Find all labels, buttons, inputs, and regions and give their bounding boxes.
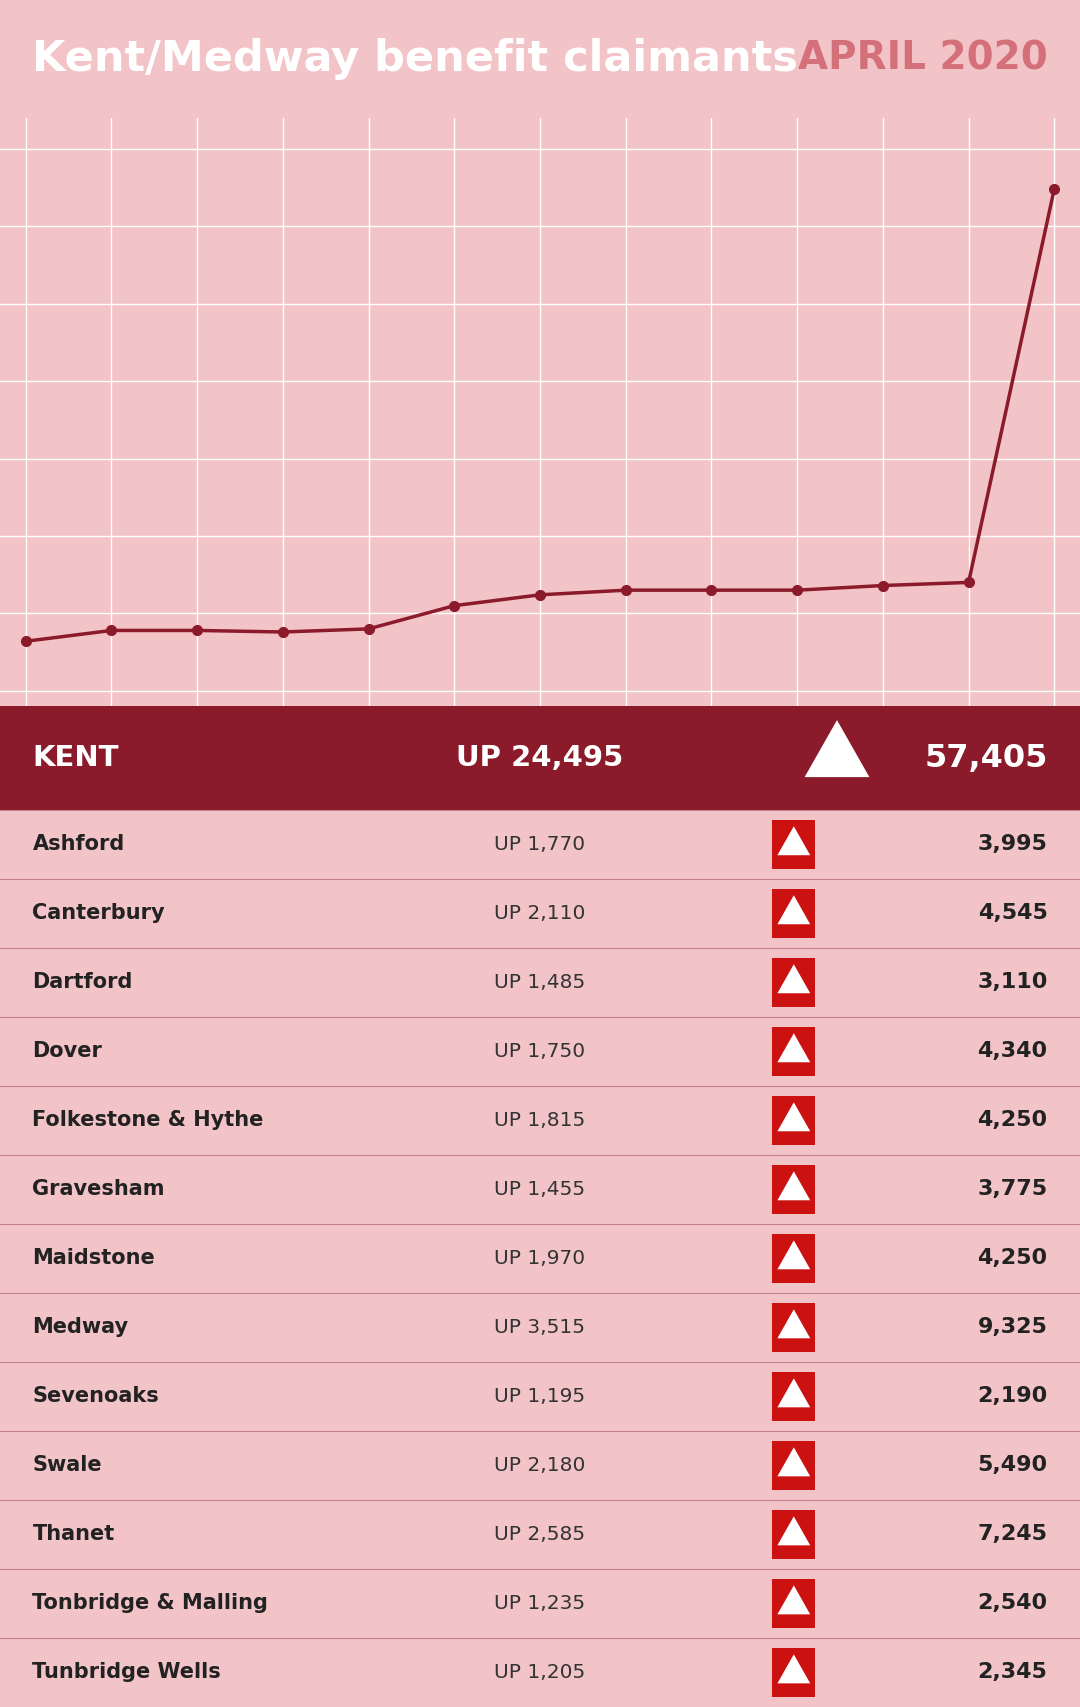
Text: UP 1,485: UP 1,485	[495, 973, 585, 992]
Bar	[772, 1649, 815, 1697]
Bar	[772, 1096, 815, 1145]
Text: Tonbridge & Malling: Tonbridge & Malling	[32, 1593, 268, 1613]
Text: 9,325: 9,325	[977, 1318, 1048, 1338]
Text: UP 1,195: UP 1,195	[495, 1388, 585, 1407]
Polygon shape	[778, 1516, 810, 1545]
Text: UP 24,495: UP 24,495	[457, 744, 623, 772]
Text: UP 1,970: UP 1,970	[495, 1250, 585, 1268]
Bar	[772, 1234, 815, 1282]
Polygon shape	[778, 964, 810, 993]
Bar	[772, 958, 815, 1007]
Text: UP 1,235: UP 1,235	[495, 1594, 585, 1613]
Text: KENT: KENT	[32, 744, 119, 772]
Text: Dartford: Dartford	[32, 973, 133, 992]
Polygon shape	[778, 1241, 810, 1270]
Text: 2,540: 2,540	[977, 1593, 1048, 1613]
Text: UP 1,205: UP 1,205	[495, 1663, 585, 1681]
Polygon shape	[778, 826, 810, 855]
Text: Maidstone: Maidstone	[32, 1248, 156, 1268]
Polygon shape	[778, 1586, 810, 1615]
Bar	[772, 1302, 815, 1352]
Bar	[772, 889, 815, 937]
Text: Thanet: Thanet	[32, 1524, 114, 1545]
Text: Kent/Medway benefit claimants: Kent/Medway benefit claimants	[32, 38, 798, 80]
Text: Ashford: Ashford	[32, 835, 124, 855]
Text: Dover: Dover	[32, 1041, 103, 1062]
Text: Swale: Swale	[32, 1456, 102, 1475]
Polygon shape	[805, 720, 869, 777]
Bar	[772, 819, 815, 869]
Text: Medway: Medway	[32, 1318, 129, 1338]
Bar	[772, 1441, 815, 1490]
Text: 4,250: 4,250	[977, 1111, 1048, 1130]
Polygon shape	[778, 1448, 810, 1477]
Text: Folkestone & Hythe: Folkestone & Hythe	[32, 1111, 264, 1130]
Text: Gravesham: Gravesham	[32, 1180, 165, 1200]
Polygon shape	[778, 1378, 810, 1407]
Text: UP 1,750: UP 1,750	[495, 1041, 585, 1060]
Text: Sevenoaks: Sevenoaks	[32, 1386, 159, 1407]
Text: 57,405: 57,405	[924, 743, 1048, 773]
Text: 2,190: 2,190	[977, 1386, 1048, 1407]
Polygon shape	[778, 1033, 810, 1062]
Bar	[0, 707, 1080, 809]
Text: APRIL 2020: APRIL 2020	[798, 39, 1048, 79]
Bar	[772, 1372, 815, 1420]
Text: 3,110: 3,110	[977, 973, 1048, 992]
Text: 7,245: 7,245	[977, 1524, 1048, 1545]
Text: 3,775: 3,775	[977, 1180, 1048, 1200]
Text: Tunbridge Wells: Tunbridge Wells	[32, 1663, 221, 1683]
Text: 5,490: 5,490	[977, 1456, 1048, 1475]
Polygon shape	[778, 1171, 810, 1200]
Text: UP 1,815: UP 1,815	[495, 1111, 585, 1130]
Text: 2,345: 2,345	[977, 1663, 1048, 1683]
Bar	[772, 1166, 815, 1214]
Polygon shape	[778, 1103, 810, 1132]
Text: UP 3,515: UP 3,515	[495, 1318, 585, 1337]
Text: 3,995: 3,995	[977, 835, 1048, 855]
Bar	[772, 1579, 815, 1628]
Polygon shape	[778, 1309, 810, 1338]
Text: Canterbury: Canterbury	[32, 903, 165, 923]
Text: 4,545: 4,545	[977, 903, 1048, 923]
Text: UP 1,770: UP 1,770	[495, 835, 585, 854]
Text: UP 2,585: UP 2,585	[495, 1524, 585, 1543]
Text: 4,250: 4,250	[977, 1248, 1048, 1268]
Bar	[772, 1511, 815, 1558]
Text: UP 2,110: UP 2,110	[495, 905, 585, 923]
Text: UP 1,455: UP 1,455	[495, 1180, 585, 1198]
Text: 4,340: 4,340	[977, 1041, 1048, 1062]
Text: UP 2,180: UP 2,180	[495, 1456, 585, 1475]
Polygon shape	[778, 1654, 810, 1683]
Bar	[772, 1028, 815, 1075]
Polygon shape	[778, 894, 810, 923]
